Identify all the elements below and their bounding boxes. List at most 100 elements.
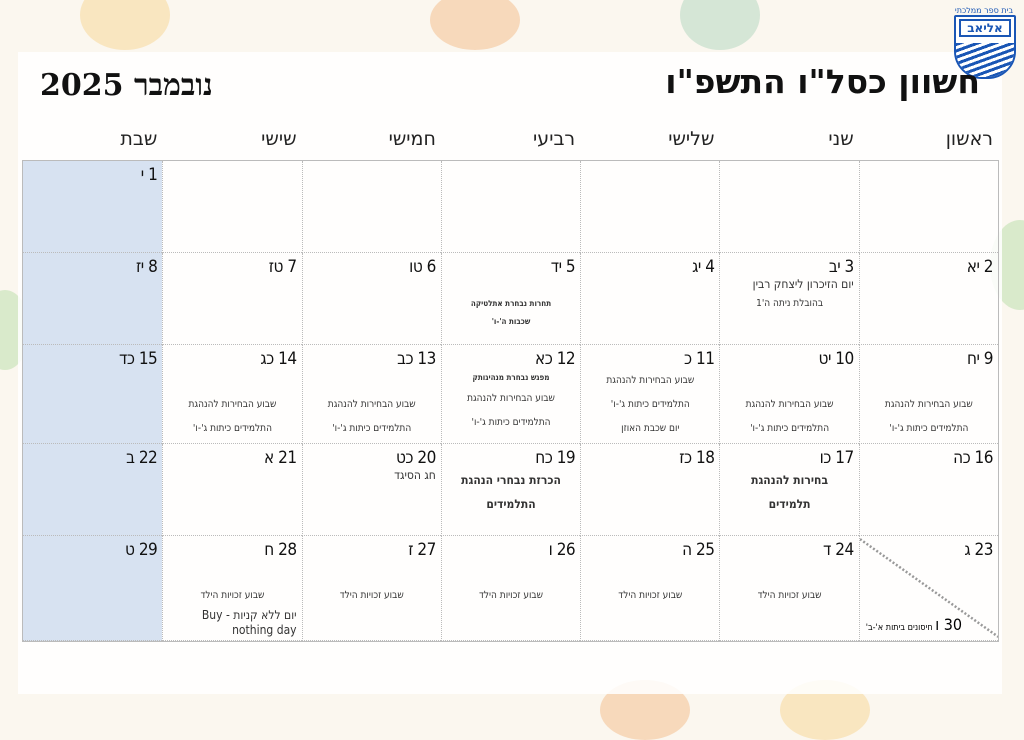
day-cell: 4 יג [580,253,720,345]
event-text: מפגש נבחרת מנהיגותק [472,373,550,382]
day-date: 26 ו [548,540,576,560]
gregorian-month-title: נובמבר 2025 [40,68,213,103]
day-cell: 24 ד שבוע זכויות הילד [719,536,859,641]
day-cell: 13 כב שבוע הבחירות להנהגת התלמידים כיתות … [301,345,441,444]
day-date: 23 ג [964,540,993,560]
day-date: 16 כה [953,448,993,468]
day-date: 29 ט [125,540,158,560]
event-text [447,560,575,584]
weekday-wednesday: רביעי [533,128,576,150]
weekday-monday: שני [828,128,854,150]
day-date: 19 כח [535,448,576,468]
day-cell: 23 ג 30 ו חיסונים ביתות א'-ב' [858,536,998,641]
day-date: 18 כז [679,448,715,468]
day-date: 12 כא [535,349,576,369]
day-cell: 27 ז שבוע זכויות הילד [301,536,441,641]
event-text: יום הזיכרון ליצחק רבין [752,277,854,291]
event-text: שבוע הבחירות להנהגת [327,399,416,410]
day-date: 9 יח [966,349,994,369]
day-cell: 6 טו [301,253,441,345]
weekday-sunday: ראשון [945,128,993,150]
logo-name: אליאב [959,19,1011,37]
day-date: 17 כו [819,448,855,468]
day-cell: 16 כה [858,444,998,536]
day-date: 8 יז [135,257,158,277]
day-cell: 2 יא [858,253,998,345]
day-date: 1 י [140,165,158,185]
day-cell: 5 יד תחרות נבחרת אתלטיקה שכבות ה'-ו' [440,253,581,345]
day-date: 3 יב [828,257,854,277]
day-cell [580,161,720,253]
day-cell: 22 ב [23,444,163,536]
event-text: יום שכבת האוזן [621,423,680,434]
day-date: 2 יא [966,257,994,277]
school-logo: בית ספר ממלכתי אליאב [954,6,1016,79]
day-date: 11 כ [684,349,715,369]
day-cell: 9 יח שבוע הבחירות להנהגת התלמידים כיתות ג… [858,345,998,444]
event-text: התלמידים כיתות ג'-ו' [610,399,690,410]
day-cell: 17 כו בחירות להנהגת תלמידים [719,444,859,536]
event-text: התלמידים כיתות ג'-ו' [192,423,272,434]
day-cell: 1 י [23,161,163,253]
day-date: 14 כג [260,349,297,369]
hebrew-month-title: חשוון כסל"ו התשפ"ו [665,62,980,101]
day-cell: 14 כג שבוע הבחירות להנהגת התלמידים כיתות … [162,345,302,444]
day-date: 20 כט [396,448,436,468]
day-cell [858,161,998,253]
event-text: בהובלת ניתה ה'1 [756,298,824,309]
day-cell: 28 ח שבוע זכויות הילד יום ללא קניות - Buy… [162,536,302,641]
weekday-tuesday: שלישי [668,128,715,150]
event-text: תחרות נבחרת אתלטיקה [470,299,552,308]
event-text [168,369,296,393]
day-date: 22 ב [126,448,158,468]
day-date: 25 ה [682,540,715,560]
day-cell [440,161,581,253]
event-text: שכבות ה'-ו' [491,317,531,326]
event-text: יום ללא קניות - Buy nothing day [201,608,297,637]
day-cell: 12 כא מפגש נבחרת מנהיגותק שבוע הבחירות להנ… [440,345,581,444]
event-text: הכרזת נבחרי הנהגת [461,473,561,487]
day-date: 15 כד [119,349,158,369]
event-text [308,560,436,584]
day-date: 7 טז [268,257,297,277]
event-text: שבוע זכויות הילד [618,590,683,601]
calendar-grid: 1 י 2 יא 3 יב יום הזיכרון ליצחק רבין בהובלת … [22,160,999,642]
event-text: בחירות להנהגת [751,473,829,487]
background-decoration [680,0,760,50]
day-date: 6 טו [409,257,436,277]
day-cell: 11 כ שבוע הבחירות להנהגת התלמידים כיתות ג'… [580,345,720,444]
event-text: שבוע זכויות הילד [757,590,822,601]
day-cell [162,161,302,253]
event-text: שבוע הבחירות להנהגת [606,375,695,386]
event-text: תלמידים [768,497,811,511]
event-text [168,560,296,584]
event-text: שבוע זכויות הילד [479,590,543,601]
event-text: שבוע הבחירות להנהגת [467,393,555,404]
weekday-thursday: חמישי [388,128,436,150]
calendar-panel [18,52,1002,694]
event-text [865,369,993,393]
day-date: 27 ז [408,540,436,560]
day-cell: 15 כד [23,345,163,444]
day-cell: 19 כח הכרזת נבחרי הנהגת התלמידים [440,444,581,536]
day-date: 28 ח [264,540,297,560]
day-cell: 3 יב יום הזיכרון ליצחק רבין בהובלת ניתה ה'… [719,253,859,345]
day-cell: 10 יט שבוע הבחירות להנהגת התלמידים כיתות … [719,345,859,444]
day-cell: 25 ה שבוע זכויות הילד [580,536,720,641]
event-text: שבוע הבחירות להנהגת [188,399,277,410]
day-cell [719,161,859,253]
event-text [586,560,714,584]
day-date: 24 ד [823,540,854,560]
event-text: חג הסיגד [394,468,436,482]
event-text: שבוע זכויות הילד [200,590,265,601]
logo-school-type: בית ספר ממלכתי [954,6,1014,15]
shield-icon: אליאב [954,15,1016,79]
event-text: שבוע הבחירות להנהגת [884,399,973,410]
second-day-in-cell: 30 ו חיסונים ביתות א'-ב' [866,615,962,634]
day-cell: 26 ו שבוע זכויות הילד [440,536,581,641]
event-text: התלמידים כיתות ג'-ו' [889,423,969,434]
event-text [308,369,436,393]
day-date: 4 יג [692,257,715,277]
background-decoration [80,0,170,50]
day-cell: 21 א [162,444,302,536]
